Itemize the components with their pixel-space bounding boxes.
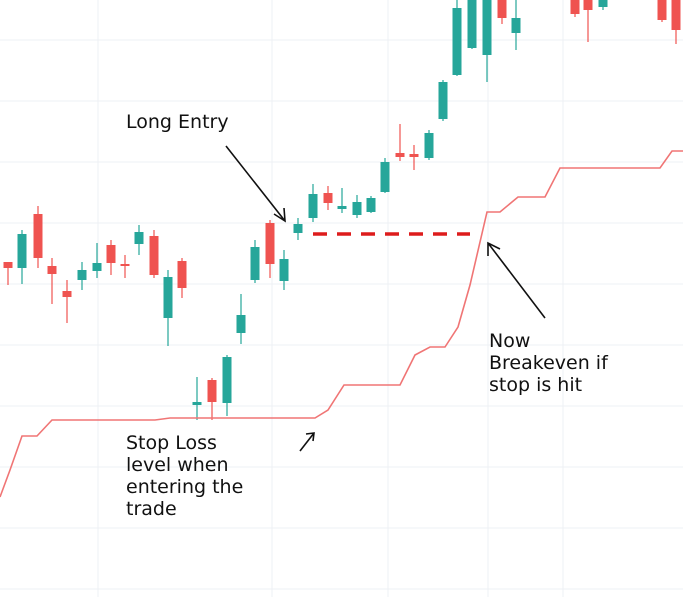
marks [0,0,683,498]
candle-body [236,315,246,333]
candle-body [62,291,72,297]
stop-loss-note: Stop Loss level when entering the trade [126,432,244,520]
breakeven-arrow [487,241,546,319]
entry-arrow [225,145,286,223]
candle-body [352,202,362,215]
candle-body [77,270,87,280]
candle-body [222,357,232,403]
candle-body [177,261,187,288]
candle-body [395,153,405,157]
candle-body [583,0,593,10]
candle-body [467,0,477,48]
candle-body [482,0,492,55]
long-entry-note: Long Entry [126,111,229,133]
candle-body [497,0,507,18]
candle-body [279,259,289,281]
candle-body [265,223,275,264]
candle-body [380,162,390,192]
stop-arrow [299,432,315,452]
candle-body [47,266,57,274]
stop-line [0,150,683,498]
candle-body [424,133,434,158]
arrows [225,145,546,452]
breakeven-note: Now Breakeven if stop is hit [489,330,608,396]
candle-body [308,194,318,218]
candle-body [120,264,130,266]
candle-body [657,0,667,20]
candle-body [106,245,116,263]
candle-body [337,206,347,209]
candle-body [192,402,202,405]
candle-body [33,214,43,258]
candle-body [323,193,333,203]
candle-body [149,236,159,275]
candle-body [134,232,144,244]
candle-body [409,154,419,157]
candle-body [250,247,260,280]
candle-body [17,234,27,268]
candle-body [511,18,521,33]
candle-body [598,0,608,7]
candle-body [163,277,173,318]
candle-body [92,263,102,271]
candle-body [366,198,376,212]
candle-body [570,0,580,14]
candle-body [293,224,303,233]
candle-body [207,380,217,402]
candle-body [452,8,462,75]
candle-body [3,262,13,268]
candle-body [671,0,681,30]
candle-body [438,82,448,119]
